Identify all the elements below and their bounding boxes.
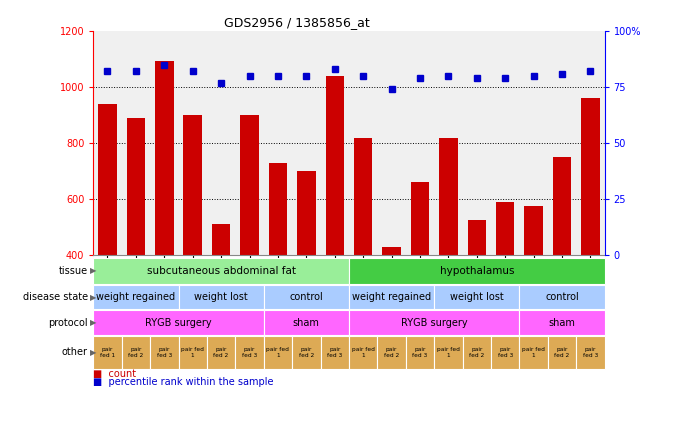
- Text: disease state: disease state: [23, 292, 88, 302]
- Text: pair
fed 3: pair fed 3: [327, 347, 342, 358]
- Bar: [439, 138, 457, 255]
- Text: weight lost: weight lost: [194, 292, 248, 302]
- Bar: [382, 247, 401, 255]
- Text: pair fed
1: pair fed 1: [181, 347, 204, 358]
- Text: RYGB surgery: RYGB surgery: [145, 317, 212, 328]
- Text: pair
fed 3: pair fed 3: [498, 347, 513, 358]
- Text: control: control: [290, 292, 323, 302]
- Text: subcutaneous abdominal fat: subcutaneous abdominal fat: [146, 266, 296, 276]
- Text: pair
fed 3: pair fed 3: [583, 347, 598, 358]
- Text: pair
fed 3: pair fed 3: [157, 347, 172, 358]
- Text: pair fed
1: pair fed 1: [437, 347, 460, 358]
- Bar: [126, 118, 145, 255]
- Text: pair
fed 2: pair fed 2: [469, 347, 484, 358]
- Bar: [496, 202, 514, 255]
- Text: hypothalamus: hypothalamus: [439, 266, 514, 276]
- Bar: [553, 157, 571, 255]
- Text: ▶: ▶: [90, 266, 96, 275]
- Text: protocol: protocol: [48, 317, 88, 328]
- Bar: [184, 115, 202, 255]
- Text: pair
fed 2: pair fed 2: [554, 347, 569, 358]
- Bar: [325, 76, 344, 255]
- Text: pair
fed 2: pair fed 2: [214, 347, 229, 358]
- Text: pair fed
1: pair fed 1: [267, 347, 290, 358]
- Text: ■  count: ■ count: [93, 369, 136, 379]
- Bar: [155, 60, 173, 255]
- Text: pair
fed 2: pair fed 2: [384, 347, 399, 358]
- Bar: [98, 104, 117, 255]
- Text: ■  percentile rank within the sample: ■ percentile rank within the sample: [93, 377, 274, 387]
- Text: control: control: [545, 292, 579, 302]
- Text: pair
fed 3: pair fed 3: [242, 347, 257, 358]
- Bar: [524, 206, 543, 255]
- Text: ▶: ▶: [90, 318, 96, 327]
- Text: pair
fed 1: pair fed 1: [100, 347, 115, 358]
- Text: GDS2956 / 1385856_at: GDS2956 / 1385856_at: [225, 16, 370, 28]
- Text: weight lost: weight lost: [450, 292, 504, 302]
- Text: RYGB surgery: RYGB surgery: [401, 317, 468, 328]
- Bar: [581, 99, 600, 255]
- Bar: [240, 115, 258, 255]
- Text: sham: sham: [293, 317, 320, 328]
- Bar: [410, 182, 429, 255]
- Text: pair
fed 2: pair fed 2: [129, 347, 144, 358]
- Text: pair
fed 3: pair fed 3: [413, 347, 428, 358]
- Bar: [297, 171, 316, 255]
- Bar: [212, 225, 230, 255]
- Text: pair fed
1: pair fed 1: [352, 347, 375, 358]
- Text: sham: sham: [549, 317, 576, 328]
- Text: weight regained: weight regained: [352, 292, 431, 302]
- Text: pair
fed 2: pair fed 2: [299, 347, 314, 358]
- Text: pair fed
1: pair fed 1: [522, 347, 545, 358]
- Text: ▶: ▶: [90, 348, 96, 357]
- Text: other: other: [61, 347, 88, 357]
- Text: ▶: ▶: [90, 293, 96, 302]
- Bar: [468, 220, 486, 255]
- Text: weight regained: weight regained: [96, 292, 176, 302]
- Bar: [269, 163, 287, 255]
- Bar: [354, 138, 372, 255]
- Text: tissue: tissue: [59, 266, 88, 276]
